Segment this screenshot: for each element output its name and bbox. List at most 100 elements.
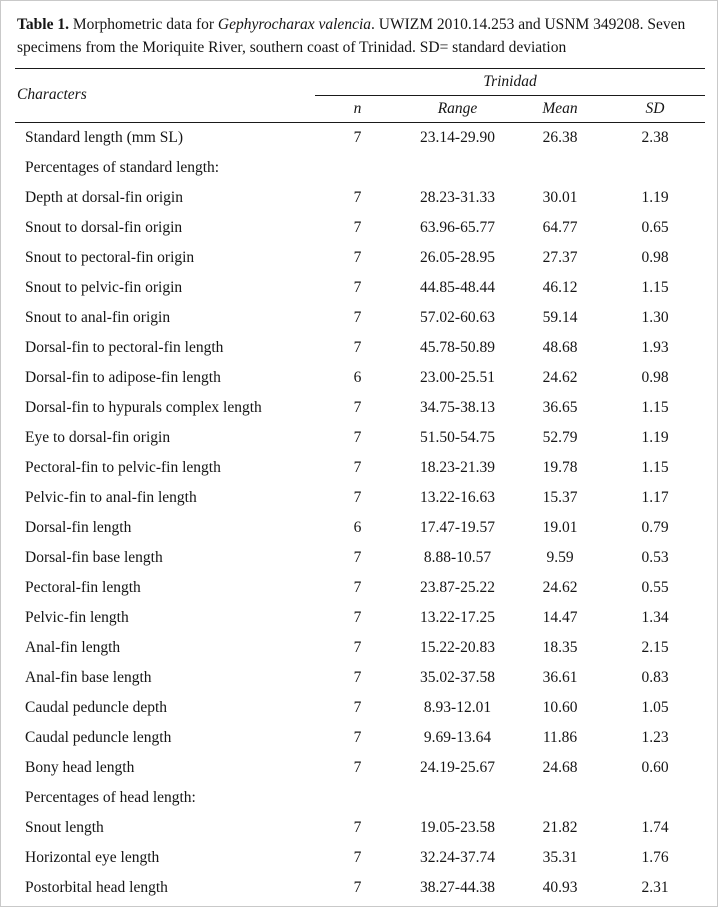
caption-species-name: Gephyrocharax valencia (217, 16, 371, 33)
row-sd-value: 1.19 (641, 428, 669, 446)
row-n-value: 7 (353, 818, 362, 836)
row-mean-value: 35.77 (515, 903, 605, 907)
row-sd-value: 0.55 (641, 578, 669, 596)
row-mean-value: 19.78 (542, 458, 578, 476)
row-sd-value: 1.17 (641, 488, 669, 506)
row-mean-value: 15.37 (542, 488, 578, 506)
row-sd-value: 1.76 (641, 848, 669, 866)
row-range-value: 9.69-13.64 (423, 728, 492, 746)
table-row: Eye to dorsal-fin origin 7 51.50-54.75 5… (15, 423, 705, 453)
table-row: Dorsal-fin base length 7 8.88-10.57 9.59… (15, 543, 705, 573)
row-n-value: 7 (353, 758, 362, 776)
row-n-value: 7 (353, 278, 362, 296)
row-mean-value: 24.62 (542, 578, 578, 596)
row-n-value: 7 (353, 578, 362, 596)
row-sd-value: 0.83 (641, 668, 669, 686)
row-mean-value: 18.35 (542, 638, 578, 656)
row-character-label: Anal-fin base length (25, 668, 152, 686)
row-mean-value: 21.82 (542, 818, 578, 836)
row-character-label: Dorsal-fin to pectoral-fin length (25, 338, 224, 356)
row-character-label: Snout length (25, 818, 104, 836)
column-header-range: Range (400, 95, 515, 123)
table-row: Caudal peduncle length 7 9.69-13.64 11.8… (15, 723, 705, 753)
table-row: Standard length (mm SL) 7 23.14-29.90 26… (15, 122, 705, 153)
row-character-label: Standard length (mm SL) (25, 128, 183, 146)
table-row: Dorsal-fin length 6 17.47-19.57 19.01 0.… (15, 513, 705, 543)
row-character-label: Snout to dorsal-fin origin (25, 218, 183, 236)
row-range-value: 28.23-31.33 (420, 188, 495, 206)
row-range-value: 51.50-54.75 (420, 428, 495, 446)
row-sd-value: 1.15 (641, 398, 669, 416)
row-n-value: 7 (353, 728, 362, 746)
row-mean-value (515, 153, 605, 183)
row-sd-value (605, 783, 705, 813)
table-row: Pelvic-fin to anal-fin length 7 13.22-16… (15, 483, 705, 513)
row-mean-value (515, 783, 605, 813)
row-range-value: 23.00-25.51 (420, 368, 495, 386)
row-character-label: Eye to dorsal-fin origin (25, 428, 171, 446)
row-sd-value: 2.31 (641, 878, 669, 896)
table-row: Snout to pectoral-fin origin 7 26.05-28.… (15, 243, 705, 273)
row-character-label: Least interorbital width (15, 903, 315, 907)
row-mean-value: 27.37 (542, 248, 578, 266)
row-mean-value: 52.79 (542, 428, 578, 446)
row-mean-value: 30.01 (542, 188, 578, 206)
row-character-label: Dorsal-fin to adipose-fin length (25, 368, 221, 386)
row-n-value: 7 (353, 638, 362, 656)
table-row: Anal-fin length 7 15.22-20.83 18.35 2.15 (15, 633, 705, 663)
row-sd-value: 0.79 (641, 518, 669, 536)
row-character-label: Pectoral-fin length (25, 578, 141, 596)
row-sd-value: 1.35 (605, 903, 705, 907)
row-n-value: 7 (353, 608, 362, 626)
table-row: Snout to dorsal-fin origin 7 63.96-65.77… (15, 213, 705, 243)
caption-text-after-species: . UWIZM 2010.14.253 and USNM 349208. Sev… (17, 16, 686, 57)
row-sd-value: 2.15 (641, 638, 669, 656)
row-n-value: 7 (353, 878, 362, 896)
row-mean-value: 19.01 (542, 518, 578, 536)
row-n-value: 6 (353, 518, 362, 536)
row-character-label: Pelvic-fin to anal-fin length (25, 488, 197, 506)
row-range-value: 23.14-29.90 (420, 128, 495, 146)
column-header-sd: SD (605, 95, 706, 123)
row-sd-value: 1.34 (641, 608, 669, 626)
row-sd-value: 2.38 (641, 128, 669, 146)
row-n-value: 7 (353, 248, 362, 266)
row-sd-value: 1.23 (641, 728, 669, 746)
row-mean-value: 48.68 (542, 338, 578, 356)
table-row: Caudal peduncle depth 7 8.93-12.01 10.60… (15, 693, 705, 723)
row-mean-value: 35.31 (542, 848, 578, 866)
row-range-value: 26.05-28.95 (420, 248, 495, 266)
row-n-value: 7 (353, 218, 362, 236)
row-character-label: Postorbital head length (25, 878, 168, 896)
caption-text-before-species: Morphometric data for (68, 16, 218, 33)
row-character-label: Snout to pelvic-fin origin (25, 278, 183, 296)
row-n-value: 7 (353, 488, 362, 506)
row-n-value (315, 783, 400, 813)
table-row: Percentages of standard length: (15, 153, 705, 183)
row-mean-value: 26.38 (542, 128, 578, 146)
row-range-value: 34.02-37.24 (400, 903, 515, 907)
row-mean-value: 59.14 (542, 308, 578, 326)
row-character-label: Pectoral-fin to pelvic-fin length (25, 458, 221, 476)
row-mean-value: 24.68 (542, 758, 578, 776)
table-row: Bony head length 7 24.19-25.67 24.68 0.6… (15, 753, 705, 783)
table-row: Snout length 7 19.05-23.58 21.82 1.74 (15, 813, 705, 843)
table-caption: Table 1. Morphometric data for Gephyroch… (17, 13, 701, 60)
row-character-label: Dorsal-fin length (25, 518, 132, 536)
row-mean-value: 64.77 (542, 218, 578, 236)
row-character-label: Snout to pectoral-fin origin (25, 248, 195, 266)
table-row: Depth at dorsal-fin origin 7 28.23-31.33… (15, 183, 705, 213)
row-sd-value: 1.19 (641, 188, 669, 206)
row-character-label: Bony head length (25, 758, 135, 776)
row-character-label: Dorsal-fin base length (25, 548, 163, 566)
row-range-value (400, 783, 515, 813)
row-sd-value: 1.93 (641, 338, 669, 356)
column-header-mean: Mean (515, 95, 605, 123)
row-mean-value: 14.47 (542, 608, 578, 626)
row-range-value: 8.93-12.01 (423, 698, 492, 716)
group-header-trinidad: Trinidad (315, 67, 706, 96)
table-row: Snout to pelvic-fin origin 7 44.85-48.44… (15, 273, 705, 303)
table-row: Dorsal-fin to adipose-fin length 6 23.00… (15, 363, 705, 393)
row-range-value: 13.22-17.25 (420, 608, 495, 626)
row-range-value: 35.02-37.58 (420, 668, 495, 686)
